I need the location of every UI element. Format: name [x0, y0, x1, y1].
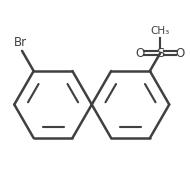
Text: S: S — [156, 47, 164, 60]
Text: CH₃: CH₃ — [151, 26, 170, 36]
Text: O: O — [135, 47, 145, 60]
Text: O: O — [176, 47, 185, 60]
Text: Br: Br — [14, 36, 27, 49]
